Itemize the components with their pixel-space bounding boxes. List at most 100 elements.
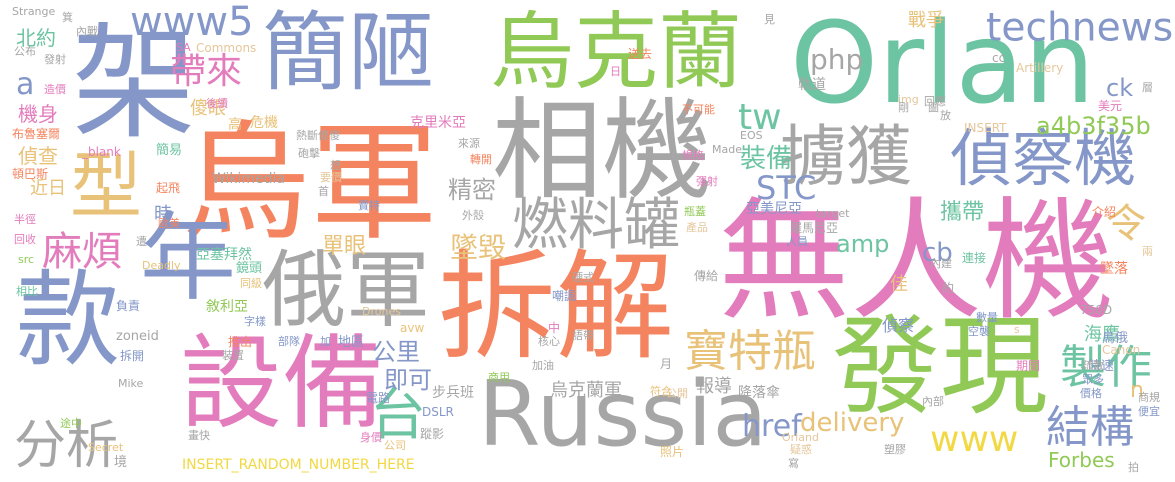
word: 後續 (206, 97, 228, 110)
word: 高 (228, 117, 242, 133)
word: 亞塞拜然 (196, 247, 252, 263)
word: 拆開 (120, 349, 145, 363)
word: 塑膠 (884, 443, 906, 456)
word: 便宜 (1138, 405, 1160, 418)
word: php (810, 43, 864, 76)
word: 介紹 (1092, 205, 1117, 219)
word: 外殼 (462, 209, 484, 222)
word: 發現 (832, 305, 1049, 430)
word: 鳥俄 (1102, 331, 1129, 346)
word: 步兵班 (432, 385, 474, 401)
word: 戰爭 (908, 10, 944, 31)
word: 單眼 (322, 234, 367, 259)
word: delivery (800, 408, 905, 438)
word: 年 (140, 202, 236, 314)
word: 簡陋 (262, 3, 434, 103)
word: 造價 (44, 83, 66, 96)
word: Made (712, 143, 742, 156)
word: 砲擊 (298, 147, 320, 160)
word: 分析 (14, 416, 119, 476)
word: 同級 (240, 277, 262, 290)
word: 人員 (786, 235, 808, 248)
word: 商規 (1138, 391, 1160, 404)
word: 電路 (366, 391, 391, 405)
word: Orland (782, 431, 819, 444)
word: 公布 (14, 45, 36, 58)
word: Canon (1102, 343, 1141, 357)
word: zoneid (116, 329, 159, 344)
word: 拆解 (438, 238, 675, 376)
word: 烏軍 (182, 109, 439, 258)
word: 負責 (116, 299, 141, 313)
word: technews (986, 5, 1174, 51)
word: ck (1106, 74, 1134, 102)
word: avw (400, 321, 425, 335)
word: 海鷹 (1084, 324, 1120, 345)
word: a (16, 67, 35, 102)
word: 來源 (458, 137, 480, 150)
word: Mike (118, 377, 144, 390)
word: 頓巴斯 (12, 167, 49, 181)
word: 亞美尼亞 (746, 201, 802, 217)
word: 型 (70, 144, 143, 228)
word: 攜帶 (940, 200, 985, 225)
word: 境 (114, 455, 128, 470)
word: 剛 (898, 101, 909, 114)
word: 蹤影 (420, 427, 445, 441)
word: 月 (660, 357, 673, 371)
word: 傳給 (694, 269, 719, 283)
word: Russia (478, 362, 768, 467)
word: STC (756, 169, 817, 207)
word: 機身 (18, 102, 58, 126)
word: Drones (362, 305, 401, 318)
word: SA (176, 41, 191, 54)
word: 日 (610, 65, 621, 78)
word: 回應 (924, 95, 946, 108)
word: 首 (318, 185, 329, 198)
word: 歐美 (158, 217, 180, 230)
word: 地區 (338, 335, 365, 350)
word: 裝備 (740, 144, 793, 174)
word: 偵察機 (950, 122, 1137, 195)
word: Secret (88, 441, 124, 454)
word: 精密 (448, 176, 496, 204)
word: 內部 (922, 395, 944, 408)
word: 軌道 (798, 77, 826, 93)
word: 北約 (16, 26, 56, 50)
word: Wikimedia (212, 171, 286, 187)
word: 加油 (532, 359, 554, 372)
word: DSLR (422, 405, 454, 419)
word: 時速 (1088, 359, 1115, 374)
word: _blank (82, 145, 121, 159)
word: 兩 (1142, 245, 1153, 258)
word: 發射 (44, 53, 66, 66)
word: 寶特瓶 (684, 326, 816, 377)
word: 燃料罐 (512, 193, 680, 258)
word: 令 (1106, 201, 1146, 247)
word: 美元 (1098, 99, 1123, 113)
word: 架 (72, 12, 197, 156)
word: a4b3f35b (1036, 112, 1151, 140)
word: 即可 (384, 366, 432, 394)
word: 寫 (788, 457, 799, 470)
word: 期間 (1016, 359, 1041, 373)
word: 中 (548, 321, 561, 335)
word: 連接 (962, 251, 987, 265)
word: 羅馬尼亞 (790, 221, 839, 235)
word: 墜毀 (450, 231, 507, 264)
word: 750D (1080, 303, 1113, 317)
word: 相機 (492, 87, 712, 215)
word: n (1130, 378, 1144, 403)
word: 烏克蘭軍 (550, 380, 622, 401)
word: cc (992, 51, 1006, 65)
word: 台 (370, 383, 426, 448)
word: 送去 (628, 47, 653, 61)
word: Strange (12, 5, 56, 18)
word: href (742, 409, 802, 444)
word: 語帶 (572, 329, 594, 342)
word: 核心 (538, 335, 560, 348)
word: 無人機 (718, 185, 1114, 339)
word: 結構 (1046, 402, 1134, 453)
word: 寶特 (358, 199, 380, 212)
word: 擄獲 (780, 118, 912, 195)
